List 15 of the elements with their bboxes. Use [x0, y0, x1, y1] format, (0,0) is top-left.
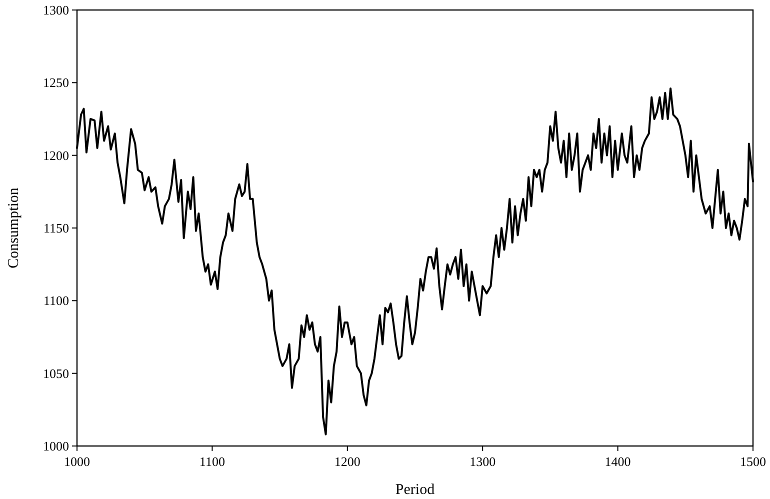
x-tick-label: 1300 [470, 454, 496, 469]
y-axis-title: Consumption [6, 187, 22, 268]
x-tick-label: 1200 [334, 454, 360, 469]
x-tick-label: 1000 [64, 454, 90, 469]
y-tick-label: 1200 [43, 148, 69, 163]
x-axis-title: Period [395, 482, 436, 498]
y-tick-label: 1250 [43, 75, 69, 90]
x-tick-label: 1100 [199, 454, 225, 469]
y-tick-label: 1100 [43, 293, 69, 308]
x-tick-label: 1500 [740, 454, 766, 469]
x-tick-label: 1400 [604, 454, 631, 469]
y-tick-label: 1050 [43, 366, 69, 381]
y-tick-label: 1000 [43, 438, 69, 454]
y-tick-label: 1300 [43, 2, 69, 18]
y-tick-label: 1150 [43, 220, 69, 236]
